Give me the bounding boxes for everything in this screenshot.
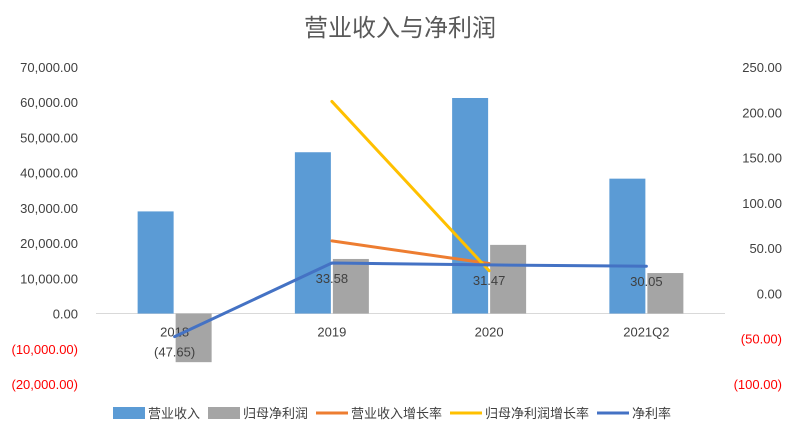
category-label: 2020 — [475, 325, 504, 340]
right-axis: (100.00) (50.00) 0.00 50.00 100.00 150.00 200.… — [734, 60, 782, 392]
left-axis-tick-label: (10,000.00) — [12, 342, 79, 357]
net-profit-growth-line — [330, 99, 491, 273]
legend-label: 归母净利润 — [243, 407, 308, 422]
left-axis-tick-label: 0.00 — [53, 307, 78, 322]
left-axis: (20,000.00) (10,000.00) 0.00 10,000.00 20,00… — [12, 60, 79, 392]
legend-label: 营业收入 — [148, 407, 200, 422]
revenue-bar — [452, 97, 489, 314]
right-axis-tick-label: 50.00 — [749, 241, 782, 256]
net-margin-data-label: (47.65) — [154, 345, 195, 360]
category-label: 2018 — [160, 325, 189, 340]
left-axis-tick-label: (20,000.00) — [12, 377, 79, 392]
revenue-bar — [609, 178, 646, 314]
legend-swatch — [113, 407, 145, 419]
net-margin-data-label: 30.05 — [630, 274, 663, 289]
left-axis-tick-label: 60,000.00 — [20, 95, 78, 110]
right-axis-tick-label: 250.00 — [742, 60, 782, 75]
left-axis-tick-label: 70,000.00 — [20, 60, 78, 75]
category-label: 2019 — [317, 325, 346, 340]
bar-series — [137, 97, 684, 363]
legend: 营业收入 归母净利润 营业收入增长率 归母净利润增长率 净利率 — [113, 406, 671, 422]
right-axis-tick-label: 0.00 — [757, 286, 782, 301]
net-profit-bar — [647, 273, 684, 314]
right-axis-tick-label: 150.00 — [742, 151, 782, 166]
net-profit-bar — [490, 244, 527, 314]
right-axis-tick-label: (100.00) — [734, 377, 782, 392]
legend-label: 净利率 — [632, 406, 671, 422]
legend-label: 营业收入增长率 — [351, 406, 442, 422]
left-axis-tick-label: 20,000.00 — [20, 236, 78, 251]
left-axis-tick-label: 50,000.00 — [20, 130, 78, 145]
legend-label: 归母净利润增长率 — [485, 406, 589, 422]
line-series — [173, 99, 648, 339]
revenue-bar — [137, 211, 174, 314]
left-axis-tick-label: 40,000.00 — [20, 166, 78, 181]
data-labels: (47.65) 33.58 31.47 30.05 — [154, 271, 663, 360]
right-axis-tick-label: (50.00) — [741, 332, 782, 347]
left-axis-tick-label: 30,000.00 — [20, 201, 78, 216]
category-label: 2021Q2 — [623, 325, 669, 340]
right-axis-tick-label: 100.00 — [742, 196, 782, 211]
net-margin-data-label: 33.58 — [316, 271, 349, 286]
net-margin-line — [173, 261, 648, 339]
net-profit-bar — [332, 258, 369, 314]
revenue-growth-line — [330, 239, 491, 266]
category-labels: 2018 2019 2020 2021Q2 — [160, 325, 669, 340]
left-axis-tick-label: 10,000.00 — [20, 271, 78, 286]
legend-swatch — [208, 407, 240, 419]
revenue-bar — [294, 152, 331, 314]
chart-title: 营业收入与净利润 — [304, 14, 496, 42]
right-axis-tick-label: 200.00 — [742, 105, 782, 120]
net-margin-data-label: 31.47 — [473, 273, 506, 288]
